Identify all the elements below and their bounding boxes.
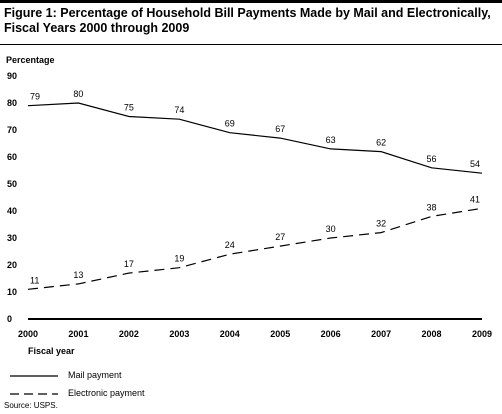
source-note: Source: USPS.: [4, 401, 58, 410]
legend-item-mail: Mail payment: [4, 368, 224, 386]
title-line-1: Figure 1: Percentage of Household Bill P…: [4, 6, 491, 20]
y-tick-label: 0: [7, 314, 12, 324]
top-rule: [0, 0, 502, 3]
data-label: 74: [174, 105, 184, 115]
x-tick-label: 2009: [472, 329, 492, 339]
legend-solid-line-swatch: [10, 375, 58, 377]
y-tick-label: 50: [7, 179, 17, 189]
x-tick-label: 2003: [169, 329, 189, 339]
figure-title: Figure 1: Percentage of Household Bill P…: [4, 6, 498, 36]
data-label: 41: [470, 194, 480, 204]
y-tick-label: 40: [7, 206, 17, 216]
data-label: 27: [275, 232, 285, 242]
data-label: 19: [174, 254, 184, 264]
y-tick-label: 30: [7, 233, 17, 243]
data-label: 63: [326, 135, 336, 145]
y-tick-label: 10: [7, 287, 17, 297]
legend-label-mail: Mail payment: [68, 370, 122, 380]
legend-label-electronic: Electronic payment: [68, 388, 145, 398]
series-line-mail: [27, 102, 483, 174]
y-tick-label: 90: [7, 71, 17, 81]
data-label: 17: [124, 259, 134, 269]
data-label: 62: [376, 138, 386, 148]
x-tick-label: 2008: [422, 329, 442, 339]
data-label: 30: [326, 224, 336, 234]
data-label: 56: [427, 154, 437, 164]
title-rule: [0, 44, 502, 45]
legend-item-electronic: Electronic payment: [4, 386, 224, 404]
data-label: 69: [225, 119, 235, 129]
data-label: 54: [470, 159, 480, 169]
y-tick-label: 20: [7, 260, 17, 270]
data-label: 11: [30, 275, 39, 285]
legend-dashed-line-swatch: [10, 393, 58, 395]
x-tick-label: 2006: [321, 329, 341, 339]
data-label: 13: [73, 270, 83, 280]
data-label: 24: [225, 240, 235, 250]
x-tick-label: 2005: [270, 329, 290, 339]
data-label: 80: [73, 89, 83, 99]
data-label: 79: [30, 92, 40, 102]
x-axis-label: Fiscal year: [28, 346, 75, 356]
data-label: 32: [376, 219, 386, 229]
x-tick-label: 2007: [371, 329, 391, 339]
x-tick-label: 2000: [18, 329, 38, 339]
title-line-2: Fiscal Years 2000 through 2009: [4, 21, 190, 35]
x-tick-label: 2002: [119, 329, 139, 339]
data-label: 38: [427, 202, 437, 212]
x-tick-label: 2004: [220, 329, 240, 339]
series-line-electronic: [27, 207, 483, 290]
y-tick-label: 60: [7, 152, 17, 162]
x-tick-label: 2001: [68, 329, 88, 339]
data-label: 67: [275, 124, 285, 134]
data-label: 75: [124, 103, 134, 113]
y-axis-label: Percentage: [6, 55, 55, 65]
y-tick-label: 80: [7, 98, 17, 108]
legend: Mail payment Electronic payment: [4, 368, 224, 404]
y-tick-label: 70: [7, 125, 17, 135]
